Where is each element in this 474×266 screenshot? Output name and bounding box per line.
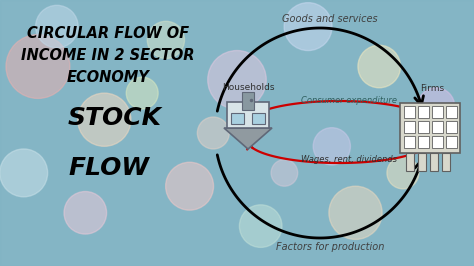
Text: Goods and services: Goods and services	[282, 14, 378, 24]
Bar	[418, 121, 429, 133]
Bar	[432, 106, 443, 118]
Circle shape	[208, 51, 266, 109]
Circle shape	[387, 157, 419, 189]
Text: STOCK: STOCK	[68, 106, 162, 130]
Bar	[432, 121, 443, 133]
Bar	[418, 106, 429, 118]
Bar	[231, 113, 244, 124]
Text: Firms: Firms	[420, 84, 444, 93]
Text: FLOW: FLOW	[68, 156, 149, 180]
Circle shape	[418, 88, 455, 125]
Bar	[446, 121, 457, 133]
Text: ECONOMY: ECONOMY	[66, 70, 149, 85]
Bar	[400, 103, 460, 153]
Circle shape	[78, 93, 131, 146]
Text: INCOME IN 2 SECTOR: INCOME IN 2 SECTOR	[21, 48, 195, 64]
Circle shape	[147, 21, 184, 59]
Bar	[406, 153, 414, 171]
Text: Consumer expenditure: Consumer expenditure	[301, 96, 397, 105]
Bar	[404, 106, 415, 118]
Bar	[404, 121, 415, 133]
Circle shape	[313, 128, 350, 165]
Bar	[242, 92, 254, 110]
Text: CIRCULAR FLOW OF: CIRCULAR FLOW OF	[27, 27, 189, 41]
Circle shape	[64, 192, 107, 234]
Circle shape	[0, 149, 48, 197]
Circle shape	[36, 5, 78, 48]
Circle shape	[165, 162, 214, 210]
Text: Factors for production: Factors for production	[276, 242, 384, 252]
Circle shape	[271, 160, 298, 186]
Bar	[418, 153, 426, 171]
Circle shape	[126, 77, 158, 109]
Polygon shape	[224, 128, 272, 149]
Bar	[430, 153, 438, 171]
Circle shape	[6, 35, 70, 98]
Circle shape	[284, 3, 332, 51]
Circle shape	[197, 117, 229, 149]
Bar	[404, 136, 415, 148]
Circle shape	[239, 205, 282, 247]
Bar	[442, 153, 450, 171]
Circle shape	[329, 186, 382, 239]
Text: Households: Households	[222, 83, 274, 92]
Bar	[446, 106, 457, 118]
Bar	[418, 136, 429, 148]
Bar	[446, 136, 457, 148]
Bar	[432, 136, 443, 148]
Bar	[252, 113, 265, 124]
Polygon shape	[227, 102, 269, 128]
Circle shape	[358, 45, 401, 88]
Text: Wages, rent, dividends: Wages, rent, dividends	[301, 155, 397, 164]
